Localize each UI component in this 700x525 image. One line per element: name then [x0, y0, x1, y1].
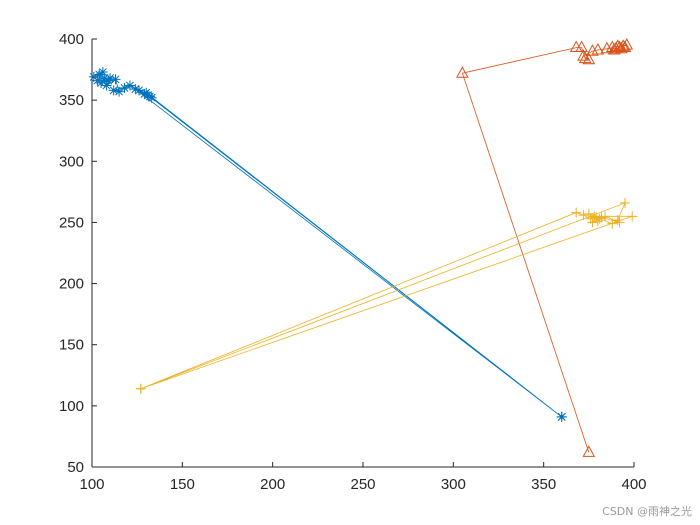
data-point: [141, 87, 152, 98]
plot-area: [88, 38, 638, 457]
data-point: [583, 208, 594, 219]
data-point: [594, 213, 605, 224]
x-tick-label: 400: [621, 476, 646, 493]
data-point: [94, 69, 105, 80]
data-point: [133, 85, 144, 96]
series-3: [135, 197, 638, 394]
x-tick-label: 150: [170, 476, 195, 493]
data-point: [144, 91, 155, 102]
x-tick-label: 350: [531, 476, 556, 493]
data-point: [575, 40, 588, 53]
y-tick-label: 400: [59, 31, 84, 48]
data-point: [110, 74, 121, 85]
data-point: [97, 67, 108, 78]
data-point: [586, 44, 599, 56]
data-point: [614, 217, 625, 228]
data-point: [108, 85, 119, 96]
data-point: [556, 411, 567, 422]
y-tick-label: 200: [59, 276, 84, 293]
x-tick-label: 200: [260, 476, 285, 493]
data-point: [101, 80, 112, 91]
data-point: [619, 197, 630, 208]
data-point: [627, 211, 638, 222]
y-tick-label: 350: [59, 92, 84, 109]
data-point: [119, 82, 130, 93]
axes: 100 150 200 250 300 350 4005010015020025030035…: [59, 31, 647, 493]
series-line: [93, 71, 562, 418]
data-point: [135, 383, 146, 394]
data-point: [591, 42, 605, 55]
data-point: [571, 207, 582, 218]
data-point: [569, 40, 583, 53]
data-point: [582, 445, 596, 457]
data-point: [99, 73, 110, 84]
y-tick-label: 150: [59, 337, 84, 354]
data-point: [130, 84, 141, 95]
data-point: [618, 40, 632, 53]
watermark: CSDN @雨神之光: [602, 505, 692, 518]
data-point: [92, 75, 103, 86]
data-point: [578, 210, 589, 221]
y-tick-label: 250: [59, 214, 84, 231]
y-tick-label: 300: [59, 153, 84, 170]
data-point: [114, 86, 125, 97]
data-point: [615, 41, 628, 54]
data-point: [582, 52, 596, 65]
data-point: [607, 42, 621, 55]
data-point: [600, 211, 611, 222]
series-1: [88, 67, 567, 422]
data-point: [600, 41, 614, 54]
data-point: [88, 71, 99, 82]
series-2: [456, 38, 634, 457]
x-tick-label: 100: [79, 476, 104, 493]
x-tick-label: 250: [350, 476, 375, 493]
y-tick-label: 50: [67, 459, 84, 476]
data-point: [577, 49, 590, 61]
data-point: [612, 214, 623, 225]
data-point: [96, 78, 107, 89]
data-point: [456, 66, 469, 78]
x-tick-label: 300: [441, 476, 466, 493]
data-point: [105, 73, 116, 84]
data-point: [124, 80, 135, 91]
data-point: [607, 218, 618, 229]
y-tick-label: 100: [59, 398, 84, 415]
